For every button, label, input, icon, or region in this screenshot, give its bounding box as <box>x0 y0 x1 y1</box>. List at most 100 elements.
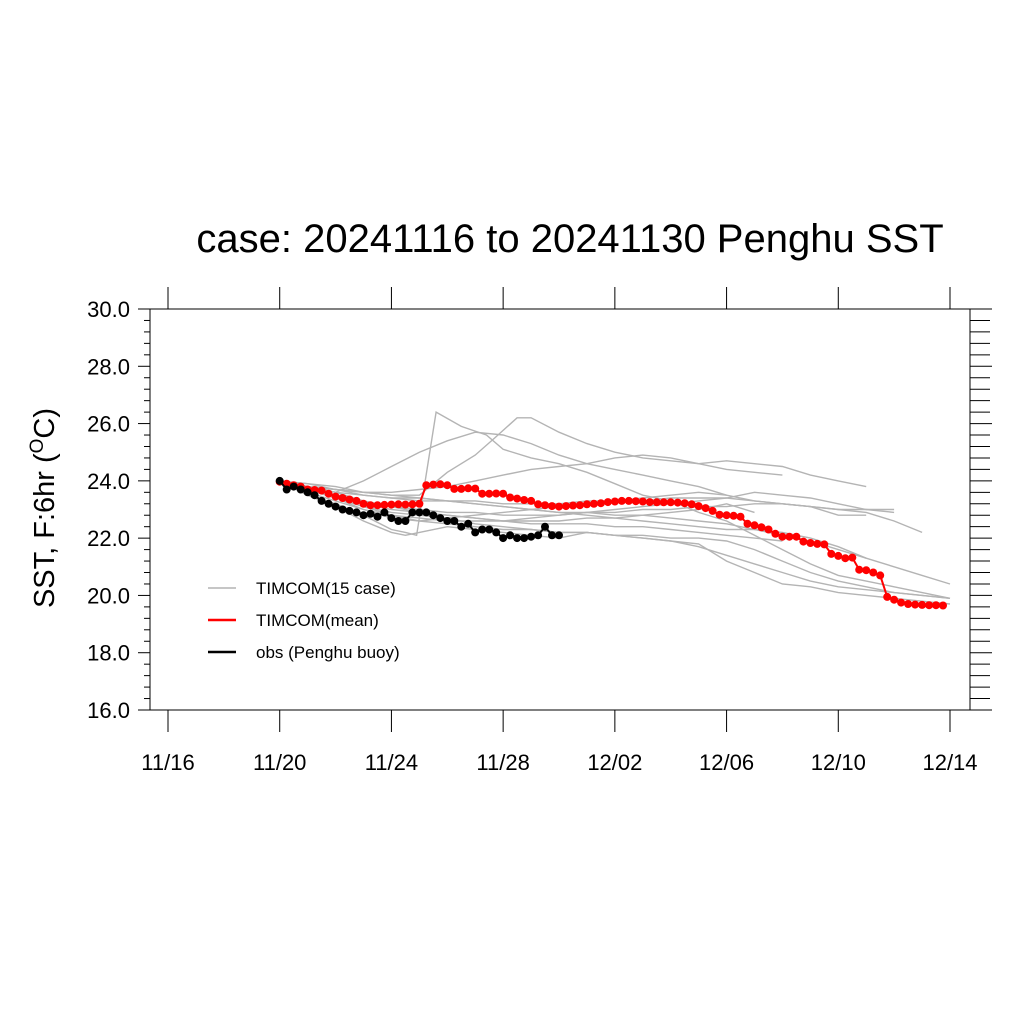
mean-point <box>443 481 452 490</box>
mean-point <box>708 506 717 515</box>
obs-point <box>289 482 298 491</box>
mean-point <box>380 500 389 509</box>
mean-point <box>394 500 403 509</box>
obs-point <box>387 514 396 523</box>
y-tick-label: 22.0 <box>87 526 130 551</box>
obs-point <box>457 522 466 531</box>
mean-point <box>569 501 577 510</box>
mean-point <box>624 496 633 505</box>
mean-point <box>548 502 556 511</box>
mean-point <box>883 592 892 601</box>
ensemble-series-12 <box>279 454 783 493</box>
mean-point <box>596 499 605 508</box>
mean-point <box>631 497 640 506</box>
obs-point <box>485 525 494 534</box>
obs-point <box>317 496 326 505</box>
ensemble-line <box>279 431 727 496</box>
y-axis-label-unit: C) <box>29 408 61 439</box>
mean-point <box>534 500 543 509</box>
mean-point <box>932 601 940 610</box>
mean-point <box>694 502 703 511</box>
series-layer <box>275 410 951 610</box>
obs-point <box>282 485 291 494</box>
y-axis-label-main: SST, F:6hr ( <box>29 453 61 608</box>
mean-point <box>492 489 501 498</box>
mean-point <box>541 501 549 510</box>
mean-point <box>876 571 885 580</box>
legend-item: TIMCOM(15 case) <box>208 579 396 598</box>
obs-point <box>555 531 563 540</box>
mean-point <box>324 489 333 498</box>
obs-point <box>464 519 473 528</box>
mean-point <box>415 499 424 508</box>
obs-point <box>499 534 508 543</box>
legend-label: TIMCOM(mean) <box>256 611 379 630</box>
mean-point <box>680 499 689 508</box>
obs-point <box>331 502 340 511</box>
mean-point <box>911 600 920 609</box>
mean-point <box>722 511 731 520</box>
ensemble-line <box>279 454 783 493</box>
mean-point <box>582 500 591 509</box>
mean-point <box>785 532 794 541</box>
mean-point <box>939 601 947 610</box>
mean-point <box>771 529 780 538</box>
y-tick-label: 16.0 <box>87 698 130 723</box>
mean-point <box>471 484 480 493</box>
ensemble-series-1 <box>279 410 951 599</box>
x-tick-label: 11/24 <box>365 750 418 775</box>
obs-point <box>548 531 556 540</box>
obs-point <box>373 512 382 521</box>
y-axis-label-superscript: O <box>27 439 48 454</box>
obs-point <box>527 532 536 541</box>
mean-point <box>610 497 619 506</box>
mean-point <box>652 498 661 507</box>
legend-label: TIMCOM(15 case) <box>256 579 396 598</box>
x-tick-label: 11/28 <box>476 750 529 775</box>
obs-point <box>436 514 445 523</box>
obs-point <box>513 534 522 543</box>
mean-point <box>422 481 431 490</box>
mean-point <box>331 492 340 501</box>
obs-point <box>520 534 529 543</box>
mean-point <box>918 600 927 609</box>
y-tick-label: 28.0 <box>87 354 130 379</box>
obs-point <box>422 508 431 517</box>
obs-point <box>380 508 389 517</box>
mean-point <box>520 496 529 504</box>
obs-point <box>296 485 305 494</box>
obs-point <box>429 511 438 520</box>
obs-point <box>443 517 452 525</box>
mean-point <box>478 489 487 498</box>
obs-series-16 <box>275 476 563 543</box>
mean-point <box>820 540 829 549</box>
axes-layer: 16.0 18.0 20.0 22.0 24.0 26.0 28.0 30.0 11/16 11/… <box>87 287 992 775</box>
mean-point <box>603 498 612 507</box>
obs-point <box>338 505 347 514</box>
mean-point <box>352 496 361 505</box>
mean-point <box>925 601 934 610</box>
x-tick-label: 11/16 <box>141 750 194 775</box>
mean-point <box>345 495 354 504</box>
mean-point <box>659 498 668 507</box>
obs-point <box>366 509 375 518</box>
legend-item: obs (Penghu buoy) <box>208 643 400 662</box>
mean-point <box>673 498 682 507</box>
x-tick-label: 12/14 <box>922 750 977 775</box>
mean-point <box>890 595 899 604</box>
ensemble-line <box>279 410 951 599</box>
mean-point <box>485 489 494 498</box>
obs-point <box>275 476 284 485</box>
chart-title: case: 20241116 to 20241130 Penghu SST <box>196 217 943 261</box>
mean-point <box>617 496 626 505</box>
mean-point <box>750 521 759 530</box>
x-tick-label: 12/10 <box>811 750 866 775</box>
obs-point <box>478 525 487 534</box>
x-tick-label: 12/02 <box>587 750 642 775</box>
obs-point <box>534 531 543 540</box>
mean-point <box>799 537 808 546</box>
obs-point <box>408 508 417 517</box>
mean-point <box>862 566 871 575</box>
mean-point <box>527 496 536 505</box>
